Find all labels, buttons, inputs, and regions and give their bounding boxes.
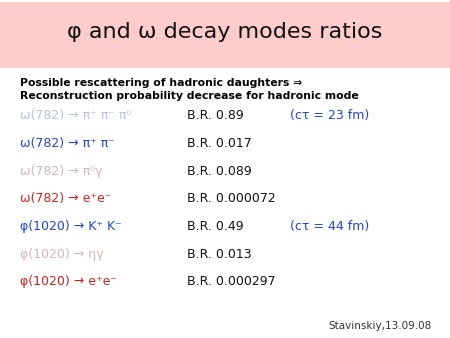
- Text: φ(1020) → e⁺e⁻: φ(1020) → e⁺e⁻: [20, 275, 117, 288]
- Text: φ(1020) → K⁺ K⁻: φ(1020) → K⁺ K⁻: [20, 220, 122, 233]
- Text: B.R. 0.89: B.R. 0.89: [187, 109, 243, 122]
- Text: B.R. 0.017: B.R. 0.017: [187, 137, 252, 150]
- Text: B.R. 0.089: B.R. 0.089: [187, 165, 252, 177]
- Text: ω(782) → π⁺ π⁻: ω(782) → π⁺ π⁻: [20, 137, 115, 150]
- Text: B.R. 0.49: B.R. 0.49: [187, 220, 243, 233]
- FancyBboxPatch shape: [0, 2, 450, 68]
- Text: φ and ω decay modes ratios: φ and ω decay modes ratios: [68, 22, 382, 42]
- Text: B.R. 0.013: B.R. 0.013: [187, 248, 252, 261]
- Text: ω(782) → π⁺ π⁻ π⁰: ω(782) → π⁺ π⁻ π⁰: [20, 109, 131, 122]
- Text: φ(1020) → ηγ: φ(1020) → ηγ: [20, 248, 104, 261]
- Text: ω(782) → e⁺e⁻: ω(782) → e⁺e⁻: [20, 192, 112, 205]
- Text: Possible rescattering of hadronic daughters ⇒: Possible rescattering of hadronic daught…: [20, 78, 302, 88]
- Text: (cτ = 44 fm): (cτ = 44 fm): [290, 220, 369, 233]
- Text: Reconstruction probability decrease for hadronic mode: Reconstruction probability decrease for …: [20, 91, 359, 101]
- Text: (cτ = 23 fm): (cτ = 23 fm): [290, 109, 369, 122]
- Text: B.R. 0.000297: B.R. 0.000297: [187, 275, 275, 288]
- Text: ω(782) → π⁰γ: ω(782) → π⁰γ: [20, 165, 103, 177]
- Text: Stavinskiy,13.09.08: Stavinskiy,13.09.08: [329, 321, 432, 331]
- Text: B.R. 0.000072: B.R. 0.000072: [187, 192, 275, 205]
